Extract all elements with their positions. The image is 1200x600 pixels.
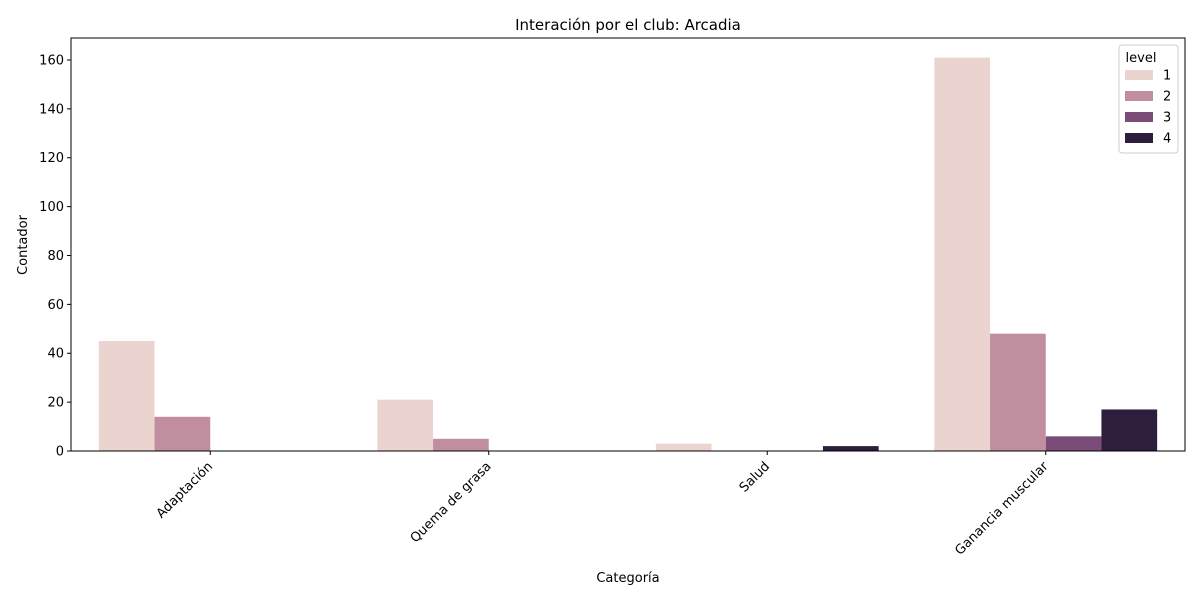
legend-swatch [1125,133,1153,143]
legend-label: 4 [1163,132,1171,147]
legend-label: 2 [1163,90,1171,105]
legend-label: 3 [1163,111,1171,126]
x-tick-label: Ganancia muscular [952,459,1052,559]
y-tick-label: 40 [47,347,64,362]
bar [98,341,155,451]
axes-frame [70,37,1186,452]
bar [822,446,879,451]
y-tick-label: 80 [47,249,64,264]
bar [377,399,434,451]
bar [934,57,991,452]
bar [433,438,489,451]
chart-title: Interación por el club: Arcadia [515,16,741,34]
y-tick-label: 60 [47,298,64,313]
y-axis-label: Contador [16,214,31,275]
bar [1045,436,1102,451]
plot-area: 0 20 40 60 80 100 120 140 160 Adaptación Quema de … [39,37,1186,559]
y-tick-label: 140 [39,102,64,117]
bar [655,443,712,451]
bar [1101,409,1158,451]
x-tick-label: Salud [737,459,773,495]
legend-swatch [1125,91,1153,101]
x-tick-label: Quema de grasa [408,459,495,546]
y-tick-label: 100 [39,200,64,215]
y-tick-label: 0 [56,445,64,460]
legend-label: 1 [1163,69,1171,84]
legend-swatch [1125,112,1153,122]
legend-swatch [1125,70,1153,80]
legend: level 1 2 3 4 [1118,44,1179,154]
legend-title: level [1126,51,1157,66]
y-tick-label: 20 [47,396,64,411]
bar [990,333,1046,451]
y-tick-label: 120 [39,151,64,166]
y-tick-label: 160 [39,53,64,68]
x-tick-label: Adaptación [154,459,216,521]
x-axis-label: Categoría [596,571,659,586]
bar [154,416,211,451]
